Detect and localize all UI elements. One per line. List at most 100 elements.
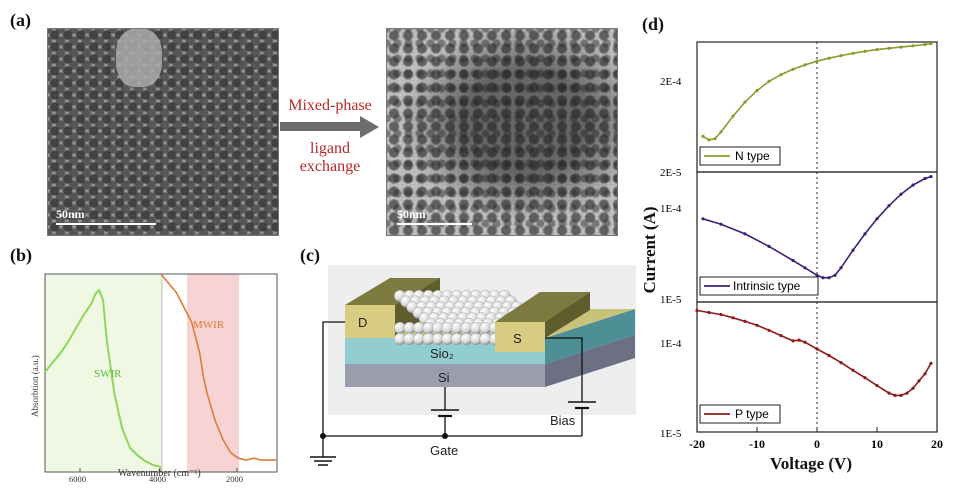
source-electrode [495, 322, 545, 352]
data-point [929, 42, 933, 46]
data-point [719, 312, 723, 317]
data-point [839, 361, 843, 365]
data-point [923, 176, 927, 181]
data-point [875, 48, 879, 52]
data-point [917, 379, 921, 383]
data-point [923, 372, 927, 376]
data-point [887, 391, 891, 395]
bias-label: Bias [550, 413, 576, 428]
data-point [743, 232, 747, 236]
data-point [743, 100, 747, 104]
data-point [803, 266, 807, 270]
data-point [851, 248, 855, 252]
x-tick-label: 4000 [149, 474, 166, 484]
drain-electrode [345, 305, 395, 338]
wire-node [442, 433, 448, 439]
data-point [803, 63, 807, 67]
tem-image-before: 50nm [47, 28, 279, 236]
y-tick-label: 1E-4 [660, 338, 682, 350]
x-tick-label: 2000 [226, 474, 243, 484]
data-point [731, 114, 735, 118]
swir-curve [44, 288, 162, 468]
drain-wire [322, 321, 345, 436]
drain-label: D [358, 315, 367, 330]
tem-bright-patch [116, 29, 162, 87]
absorption-chart: SWIR MWIR 6000 4000 2000 Absorbtion (a.u… [30, 273, 278, 484]
data-point [821, 276, 825, 280]
source-label: S [513, 331, 522, 346]
scale-bar-label: 50nm [56, 207, 85, 221]
data-point [755, 323, 759, 327]
si-layer [345, 364, 545, 387]
data-point [911, 183, 915, 187]
data-point [893, 393, 897, 397]
data-point [719, 222, 723, 226]
data-point [713, 137, 717, 141]
data-point [701, 134, 705, 138]
y-tick-label: 1E-5 [660, 428, 682, 440]
si-label: Si [438, 370, 450, 385]
data-point [875, 384, 879, 388]
data-point [899, 45, 903, 49]
x-tick-label: 10 [871, 437, 883, 451]
legend-label-n: N type [735, 149, 770, 163]
data-point [827, 353, 831, 358]
data-point [815, 273, 819, 277]
data-point [911, 44, 915, 48]
mwir-region [187, 274, 239, 472]
data-point [887, 204, 891, 208]
data-point [779, 73, 783, 77]
data-point [791, 67, 795, 71]
legend-box-i [699, 276, 819, 296]
data-point [827, 56, 831, 60]
data-point [929, 361, 933, 365]
data-point [707, 138, 711, 142]
panel-d-label: (d) [642, 14, 664, 34]
x-tick-label: 0 [814, 437, 820, 451]
swir-label: SWIR [94, 368, 122, 380]
data-point [851, 368, 855, 372]
data-point [695, 308, 699, 313]
data-point [743, 319, 747, 323]
x-axis-label: Wavenumber (cm⁻¹) [118, 468, 201, 479]
data-point [803, 340, 807, 344]
data-point [719, 130, 723, 134]
data-point [755, 89, 759, 93]
legend-label-p: P type [735, 407, 769, 421]
data-point [767, 328, 771, 332]
source-electrode-top [495, 292, 590, 322]
si-layer-side [545, 335, 635, 387]
legend-box-p [699, 404, 781, 424]
data-point [923, 42, 927, 47]
data-point [731, 316, 735, 320]
data-point [887, 46, 891, 50]
data-point [791, 258, 795, 263]
data-point [707, 310, 711, 315]
data-point [929, 175, 933, 179]
mwir-curve [160, 273, 277, 461]
legend-label-i: Intrinsic type [733, 279, 801, 293]
panel-c-label: (c) [300, 245, 320, 265]
sio2-layer-side [545, 309, 635, 364]
iv-curves-chart: 2E-4 2E-5 1E-4 1E-5 1E-4 1E-5 N type Int… [660, 41, 943, 451]
data-point [851, 51, 855, 55]
data-point [779, 334, 783, 338]
y-tick-label: 1E-5 [660, 294, 682, 306]
data-point [863, 49, 867, 53]
data-point [815, 347, 819, 351]
sio2-label: Sio₂ [430, 346, 454, 361]
y-axis-label: Absorbtion (a.u.) [30, 355, 40, 417]
gate-label: Gate [430, 443, 458, 458]
data-point [767, 79, 771, 83]
p-type-curve [696, 309, 932, 397]
source-wire [545, 337, 583, 402]
panel-a-label: (a) [10, 10, 31, 30]
data-point [833, 273, 837, 277]
y-tick-label: 2E-5 [660, 167, 682, 179]
data-point [791, 339, 795, 343]
scale-bar [397, 223, 472, 225]
device-schematic: D S Sio₂ Si Gate Bias [310, 265, 636, 466]
drain-electrode-top [345, 278, 440, 305]
data-point [839, 266, 843, 270]
data-point [815, 59, 819, 63]
